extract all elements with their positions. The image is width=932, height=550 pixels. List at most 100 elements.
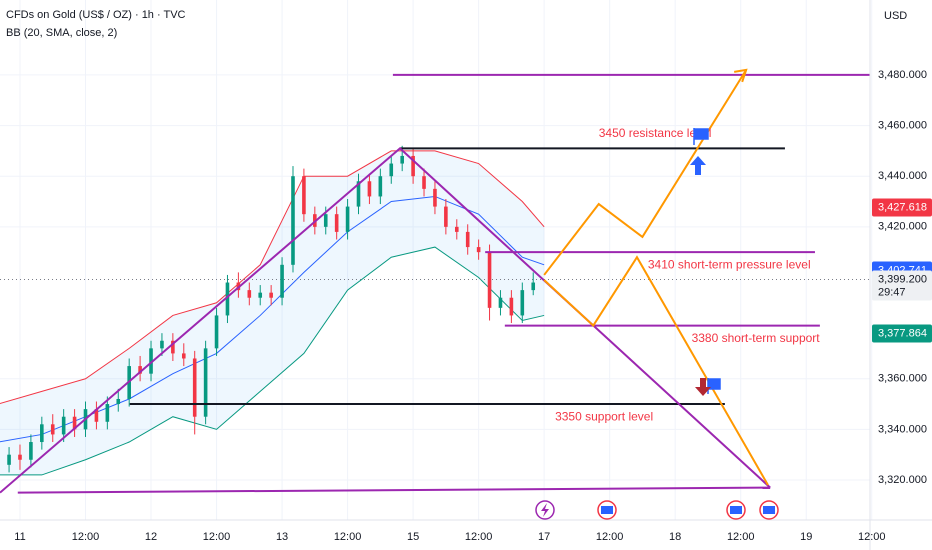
price-tag-label: 3,399.200 [878,273,927,285]
candle-body [302,176,306,215]
level-label: 3450 resistance level [599,126,712,140]
y-tick-label: 3,460.000 [878,119,927,131]
y-tick-label: 3,360.000 [878,373,927,385]
x-tick-label: 12:00 [727,531,755,543]
candle-body [269,292,273,298]
x-tick-label: 12:00 [203,531,231,543]
candle-body [378,176,383,197]
candle-body [389,163,394,177]
lightning [541,503,549,517]
countdown-label: 29:47 [878,286,906,298]
candle-body [520,290,525,316]
candle-body [225,282,230,316]
price-tag-label: 3,377.864 [878,327,927,339]
candle-body [181,353,186,359]
trend-line [543,255,769,486]
candle-body [105,404,110,422]
flag-icon [707,378,721,394]
candle-body [171,340,175,354]
candle-body [40,424,44,443]
x-tick-label: 12 [145,531,157,543]
x-tick-label: 12:00 [465,531,493,543]
price-tag [872,324,932,343]
candle-body [345,206,350,232]
candle-body [192,358,197,417]
candle-body [291,176,295,265]
flag-icon [601,506,613,514]
price-tag-label: 3,427.618 [878,201,927,213]
x-tick-label: 15 [407,531,419,543]
candle-body [258,292,263,298]
x-tick-label: 12:00 [596,531,624,543]
trend-line [543,69,748,276]
x-tick-label: 13 [276,531,288,543]
candle-body [29,442,33,460]
candle-body [94,409,99,422]
candle-body [323,214,328,227]
candle-body [367,181,372,197]
band-line [0,150,545,405]
currency-label[interactable]: USD [884,10,907,22]
candle-body [280,264,284,298]
x-tick-label: 12:00 [72,531,100,543]
chart-title: CFDs on Gold (US$ / OZ) · 1h · TVC [6,9,186,21]
candle-body [476,247,481,253]
indicator-label: BB (20, SMA, close, 2) [6,27,117,39]
y-tick-label: 3,480.000 [878,69,927,81]
flag-icon [693,128,709,145]
candle-body [509,297,514,316]
candle-body [433,188,437,207]
candle-body [160,340,164,349]
candle-body [138,366,142,374]
event-icons [535,500,779,520]
candle-body [400,155,404,164]
candle-body [203,348,208,417]
level-label: 3380 short-term support [692,331,821,345]
trend-line [0,147,771,494]
flag-icon [730,506,742,514]
price-tag [872,270,932,301]
plot-area [0,0,873,520]
price-tag [872,198,932,217]
candle-body [334,214,339,232]
level-label: 3350 support level [555,409,653,423]
candle-body [454,226,459,232]
x-tick-label: 12:00 [858,531,886,543]
candle-body [487,252,492,308]
candle-body [531,282,536,291]
candle-body [465,231,470,248]
candle-body [18,454,22,460]
x-tick-label: 18 [669,531,681,543]
candle-body [72,416,77,430]
candle-body [149,348,153,374]
candle-body [498,297,503,308]
candle-body [444,206,448,227]
down-arrow [695,378,711,396]
y-tick-label: 3,440.000 [878,170,927,182]
candle-body [50,424,55,435]
arrow-head [734,68,748,83]
flag-icon [763,506,775,514]
y-tick-label: 3,420.000 [878,221,927,233]
level-label: 3410 short-term pressure level [648,258,811,272]
candle-body [7,454,11,465]
y-tick-label: 3,320.000 [878,474,927,486]
x-tick-label: 11 [14,531,25,543]
up-arrow [690,156,706,175]
candle-body [116,398,121,405]
candle-body [411,155,415,177]
candle-body [61,416,66,435]
candle-body [214,315,219,349]
candle-body [356,181,361,207]
x-tick-label: 17 [538,531,550,543]
candle-body [247,290,252,298]
x-tick-label: 19 [800,531,812,543]
band-line [0,246,545,476]
candle-body [422,176,426,189]
band-fill [0,150,545,475]
y-tick-label: 3,340.000 [878,423,927,435]
x-tick-label: 12:00 [334,531,362,543]
trend-line [17,486,771,494]
